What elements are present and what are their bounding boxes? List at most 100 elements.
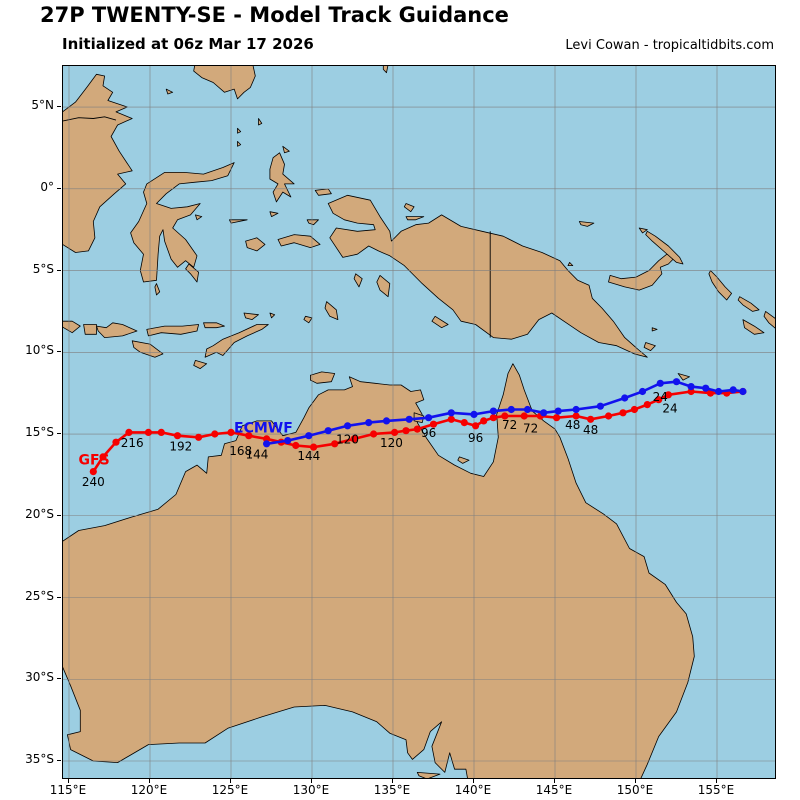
gfs-track-point bbox=[157, 428, 165, 436]
landmass bbox=[763, 311, 775, 329]
landmass bbox=[306, 219, 319, 226]
landmass bbox=[567, 262, 574, 266]
y-tick-mark bbox=[57, 106, 61, 107]
ecmwf-track-point bbox=[284, 437, 292, 445]
gfs-model-label: GFS bbox=[79, 452, 110, 468]
ecmwf-track-point bbox=[656, 379, 664, 387]
gfs-track-point bbox=[447, 415, 455, 423]
ecmwf-track-point bbox=[425, 414, 433, 422]
ecmwf-hour-label: 24 bbox=[653, 390, 668, 404]
y-tick-label: 35°S bbox=[25, 752, 54, 766]
gfs-track-point bbox=[144, 428, 152, 436]
ecmwf-track-point bbox=[489, 407, 497, 415]
gfs-track-point bbox=[572, 412, 580, 420]
x-tick-mark bbox=[716, 779, 717, 783]
y-tick-mark bbox=[57, 269, 61, 271]
ecmwf-track-point bbox=[621, 394, 629, 402]
landmass bbox=[314, 188, 332, 196]
gfs-track-point bbox=[429, 420, 438, 428]
ecmwf-hour-label: 120 bbox=[336, 433, 359, 447]
init-time-label: Initialized at 06z Mar 17 2026 bbox=[62, 35, 314, 53]
country-border bbox=[63, 116, 117, 122]
ecmwf-model-label: ECMWF bbox=[234, 421, 293, 437]
ecmwf-hour-label: 72 bbox=[502, 418, 517, 432]
gfs-track-point bbox=[413, 425, 421, 433]
landmass bbox=[193, 360, 208, 369]
x-tick-mark bbox=[68, 779, 69, 783]
landmass bbox=[193, 66, 256, 100]
gfs-track-point bbox=[195, 433, 203, 441]
landmass bbox=[269, 152, 295, 203]
ecmwf-track-point bbox=[470, 410, 478, 418]
ecmwf-track-point bbox=[344, 422, 352, 430]
landmass bbox=[578, 221, 595, 227]
y-tick-label: 5°N bbox=[31, 98, 54, 112]
ecmwf-track-point bbox=[739, 387, 747, 396]
gfs-track-point bbox=[501, 412, 509, 420]
landmass bbox=[737, 296, 760, 312]
y-tick-mark bbox=[57, 433, 61, 434]
gfs-hour-label: 144 bbox=[297, 449, 320, 463]
ecmwf-track-point bbox=[672, 378, 681, 386]
landmass bbox=[457, 456, 470, 464]
gfs-hour-label: 168 bbox=[229, 444, 252, 458]
x-tick-mark bbox=[311, 779, 312, 783]
ecmwf-track-point bbox=[447, 409, 455, 417]
y-tick-label: 30°S bbox=[25, 670, 54, 685]
landmass bbox=[324, 301, 339, 320]
ecmwf-track-point bbox=[596, 402, 605, 410]
gfs-track-point bbox=[655, 396, 663, 404]
y-tick-mark bbox=[57, 678, 61, 680]
ecmwf-track-point bbox=[702, 384, 710, 392]
landmass bbox=[708, 270, 732, 301]
gfs-track-point bbox=[480, 417, 488, 425]
x-tick-mark bbox=[554, 779, 555, 783]
landmass bbox=[405, 216, 425, 221]
gfs-track-point bbox=[391, 428, 399, 436]
landmass bbox=[431, 315, 449, 329]
track-map: 24487296120144168192216240GFS24487296120… bbox=[63, 66, 775, 778]
ecmwf-track-point bbox=[305, 432, 313, 440]
landmass bbox=[258, 118, 263, 126]
gfs-track-point bbox=[643, 401, 651, 409]
gfs-track-point bbox=[292, 441, 300, 450]
landmass bbox=[638, 227, 648, 234]
landmass bbox=[742, 319, 765, 335]
landmass bbox=[310, 371, 336, 384]
landmass bbox=[277, 234, 321, 248]
landmass bbox=[63, 73, 133, 253]
landmass bbox=[203, 322, 225, 329]
gfs-track-point bbox=[370, 430, 378, 438]
ecmwf-track-point bbox=[405, 415, 413, 423]
ecmwf-track-point bbox=[382, 417, 391, 425]
gfs-track-point bbox=[553, 414, 561, 422]
ecmwf-track-point bbox=[540, 409, 548, 417]
gfs-track-point bbox=[89, 468, 97, 476]
gfs-track-point bbox=[99, 453, 107, 461]
landmass bbox=[130, 162, 235, 283]
y-tick-label: 20°S bbox=[25, 506, 54, 521]
y-tick-mark bbox=[57, 351, 61, 353]
ecmwf-track-point bbox=[715, 387, 723, 396]
ecmwf-hour-label: 144 bbox=[245, 448, 268, 462]
ecmwf-hour-label: 96 bbox=[421, 426, 436, 440]
y-tick-mark bbox=[57, 596, 61, 598]
ecmwf-track-point bbox=[324, 427, 332, 435]
landmass bbox=[83, 324, 97, 335]
credit-label: Levi Cowan - tropicaltidbits.com bbox=[565, 38, 774, 53]
y-tick-label: 15°S bbox=[25, 425, 54, 439]
landmass bbox=[63, 363, 695, 778]
x-tick-label: 155°E bbox=[697, 783, 735, 797]
x-tick-label: 115°E bbox=[49, 783, 87, 797]
gfs-track-point bbox=[472, 422, 480, 430]
gfs-hour-label: 72 bbox=[523, 421, 538, 435]
ecmwf-track-point bbox=[572, 405, 580, 414]
gfs-track-point bbox=[460, 419, 468, 427]
gfs-hour-label: 120 bbox=[380, 436, 403, 450]
landmass bbox=[269, 211, 279, 217]
landmass bbox=[416, 772, 441, 778]
gfs-track-point bbox=[350, 435, 358, 443]
landmass bbox=[245, 237, 266, 252]
landmass bbox=[382, 66, 389, 74]
gfs-hour-label: 192 bbox=[169, 439, 192, 453]
